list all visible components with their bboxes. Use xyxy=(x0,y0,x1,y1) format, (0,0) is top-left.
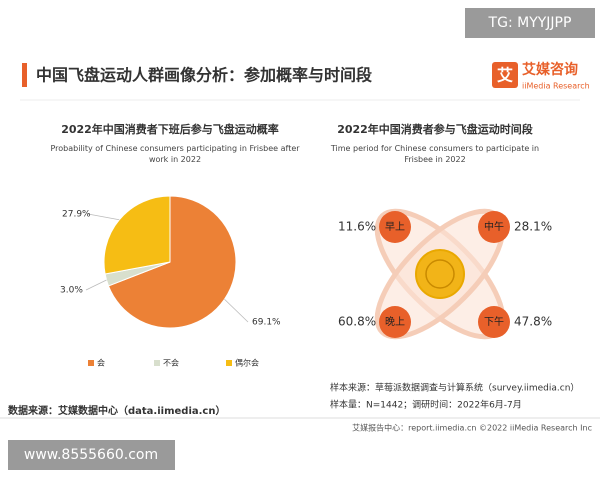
time-node xyxy=(478,211,510,243)
watermark-box xyxy=(465,8,595,38)
pie-value-label: 27.9% xyxy=(62,210,91,220)
sample-size: 样本量：N=1442；调研时间：2022年6月-7月 xyxy=(330,399,522,411)
legend-swatch xyxy=(226,360,232,366)
footer-text: 艾媒报告中心：report.iimedia.cn ©2022 iiMedia R… xyxy=(352,423,592,433)
orbit-title: 2022年中国消费者参与飞盘运动时间段 xyxy=(337,122,533,136)
logo-en: iiMedia Research xyxy=(522,82,590,91)
leader-line xyxy=(224,298,249,323)
pie-slice xyxy=(103,195,171,275)
time-node-label: 早上 xyxy=(385,221,405,233)
sample-source: 样本来源：草莓派数据调查与计算系统（survey.iimedia.cn） xyxy=(330,382,579,394)
pie-value-label: 69.1% xyxy=(252,318,281,328)
orbit-subtitle-box: Time period for Chinese consumers to par… xyxy=(330,144,540,164)
logo-cn: 艾媒咨询 xyxy=(522,61,578,78)
pie-value-label: 3.0% xyxy=(60,286,83,296)
logo-square xyxy=(492,62,518,88)
center-icon xyxy=(415,249,465,299)
legend-swatch xyxy=(154,360,160,366)
time-value-label: 60.8% xyxy=(338,315,376,329)
data-source: 数据来源：艾媒数据中心（data.iimedia.cn） xyxy=(8,404,225,417)
time-node-label: 中午 xyxy=(484,220,504,233)
watermark-text: TG: MYYJJPP xyxy=(488,15,572,31)
time-node xyxy=(379,211,411,243)
legend-label: 会 xyxy=(97,358,105,368)
pie-slice xyxy=(107,195,237,329)
legend-label: 不会 xyxy=(163,358,179,368)
watermark-box xyxy=(8,440,175,470)
legend-swatch xyxy=(88,360,94,366)
leader-line xyxy=(85,279,107,291)
orbit-subtitle: Time period for Chinese consumers to par… xyxy=(330,144,540,164)
logo-mark: 艾 xyxy=(497,66,513,85)
legend-label: 偶尔会 xyxy=(235,358,259,368)
page-title: 中国飞盘运动人群画像分析：参加概率与时间段 xyxy=(36,66,373,85)
pie-subtitle-box: Probability of Chinese consumers partici… xyxy=(50,144,300,164)
time-node xyxy=(478,306,510,338)
pie-title: 2022年中国消费者下班后参与飞盘运动概率 xyxy=(61,122,279,136)
time-value-label: 47.8% xyxy=(514,315,552,329)
title-accent xyxy=(22,63,27,87)
leader-line xyxy=(87,213,120,221)
center-icon-ring xyxy=(425,259,455,289)
time-value-label: 28.1% xyxy=(514,220,552,234)
time-node-label: 晚上 xyxy=(385,316,405,328)
watermark-text: www.8555660.com xyxy=(24,447,158,463)
time-value-label: 11.6% xyxy=(338,220,376,234)
time-node xyxy=(379,306,411,338)
time-node-label: 下午 xyxy=(484,315,504,328)
pie-subtitle: Probability of Chinese consumers partici… xyxy=(50,144,300,164)
